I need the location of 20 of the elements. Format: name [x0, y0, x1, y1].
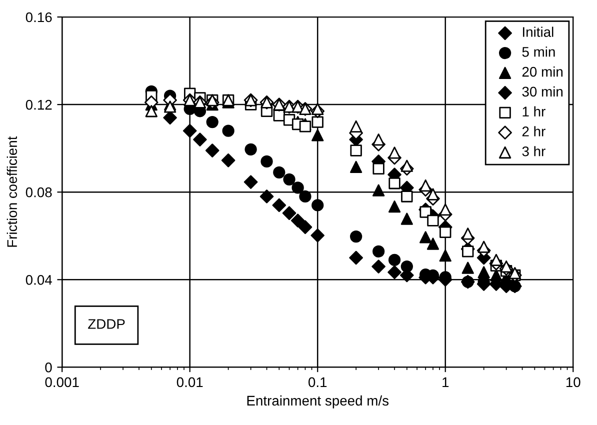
x-tick-label: 0.01	[176, 377, 203, 388]
x-tick-label: 10	[566, 377, 580, 388]
legend-label: 2 hr	[522, 126, 546, 136]
y-tick-label: 0.08	[26, 187, 52, 198]
y-axis-title: Friction coefficient	[6, 136, 18, 247]
legend-label: 30 min	[522, 86, 562, 97]
legend-label: 3 hr	[522, 146, 546, 156]
y-tick-label: 0	[45, 362, 52, 372]
legend-label: 1 hr	[522, 106, 546, 116]
x-axis-title: Entrainment speed m/s	[247, 395, 389, 408]
y-tick-label: 0.12	[26, 100, 52, 110]
legend-label: 20 min	[522, 66, 562, 77]
legend-label: 5 min	[522, 46, 555, 57]
x-tick-label: 0.001	[45, 377, 79, 388]
annotation: ZDDP	[88, 319, 125, 329]
x-tick-label: 0.1	[308, 377, 327, 388]
y-tick-label: 0.04	[26, 274, 52, 285]
y-tick-label: 0.16	[26, 12, 52, 22]
legend-label: Initial	[522, 26, 554, 37]
x-tick-label: 1	[442, 377, 449, 387]
